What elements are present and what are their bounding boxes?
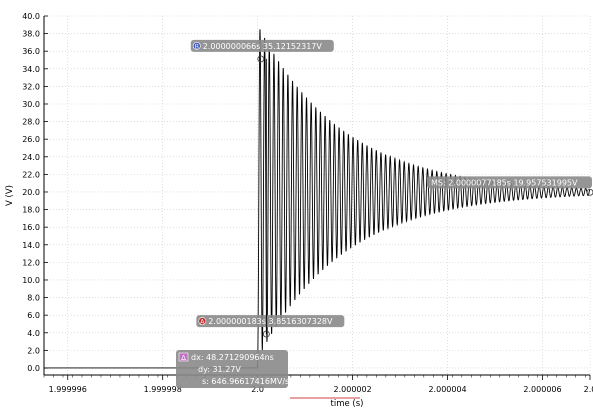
y-tick-label: 16.0 [22, 223, 40, 232]
y-tick-label: 28.0 [22, 118, 40, 127]
x-tick-label: 1.999996 [49, 385, 87, 394]
marker-point[interactable] [257, 55, 265, 63]
marker-id-letter: A [200, 319, 205, 326]
marker-id-badge [198, 317, 207, 325]
y-tick-label: 12.0 [22, 258, 40, 267]
y-tick-label: 8.0 [27, 294, 40, 303]
y-tick-label: 24.0 [22, 153, 40, 162]
marker-label-box [196, 315, 345, 328]
marker-label-box [427, 176, 592, 189]
y-tick-label: 20.0 [22, 188, 40, 197]
y-tick-label: 4.0 [27, 329, 40, 338]
y-tick-label: 10.0 [22, 276, 40, 285]
x-tick-label: 1.999998 [144, 385, 182, 394]
y-axis-title: V (V) [5, 185, 15, 206]
y-tick-label: 30.0 [22, 100, 40, 109]
y-tick-label: 32.0 [22, 82, 40, 91]
x-tick-label: 2.0 [251, 385, 264, 394]
y-tick-label: 2.0 [27, 346, 40, 355]
y-tick-label: 36.0 [22, 47, 40, 56]
x-axis-ticks: 1.999996 1.999998 2.0 2.000002 2.000004 2.000… [43, 375, 593, 394]
y-tick-label: 0.0 [27, 364, 40, 373]
marker-label: 2.000000183s 3.8516307328V [208, 317, 333, 326]
y-tick-label: 14.0 [22, 241, 40, 250]
x-tick-label: 2.000004 [428, 385, 466, 394]
delta-icon-glyph: Δ [181, 354, 186, 362]
y-tick-label: 38.0 [22, 30, 40, 39]
marker-a[interactable]: A 2.000000183s 3.8516307328V [196, 315, 345, 338]
delta-slope: s: 646.96617416MV/s [202, 377, 289, 386]
marker-id-badge [192, 42, 201, 50]
y-tick-label: 34.0 [22, 65, 40, 74]
marker-id-letter: B [195, 43, 199, 50]
y-axis-ticks: 0.0 2.0 4.0 6.0 8.0 10.0 12.0 14.0 16.0 18.0 20.0 2… [22, 12, 48, 373]
marker-label: MS: 2.0000077185s 19.957531995V [431, 178, 578, 187]
delta-dy: dy: 31.27V [198, 365, 241, 374]
y-tick-label: 22.0 [22, 170, 40, 179]
y-tick-label: 40.0 [22, 12, 40, 21]
y-tick-label: 18.0 [22, 206, 40, 215]
x-tick-label: 2.000006 [523, 385, 561, 394]
marker-label: 2.000000066s 35.12152317V [203, 42, 323, 51]
y-tick-label: 26.0 [22, 135, 40, 144]
x-tick-label: 2.000002 [334, 385, 372, 394]
marker-ms[interactable]: MS: 2.0000077185s 19.957531995V [427, 176, 593, 196]
x-tick-label: 2.0 [584, 385, 593, 394]
marker-point[interactable] [586, 188, 593, 196]
marker-b[interactable]: B 2.000000066s 35.12152317V [190, 39, 334, 63]
y-tick-label: 6.0 [27, 311, 40, 320]
delta-box [176, 350, 288, 388]
marker-label-box [190, 39, 334, 52]
x-axis-title: time (s) [331, 399, 364, 409]
delta-icon [178, 352, 189, 362]
delta-dx: dx: 48.271290964ns [191, 353, 274, 362]
markers: B 2.000000066s 35.12152317V A 2.000000183s … [176, 39, 593, 388]
